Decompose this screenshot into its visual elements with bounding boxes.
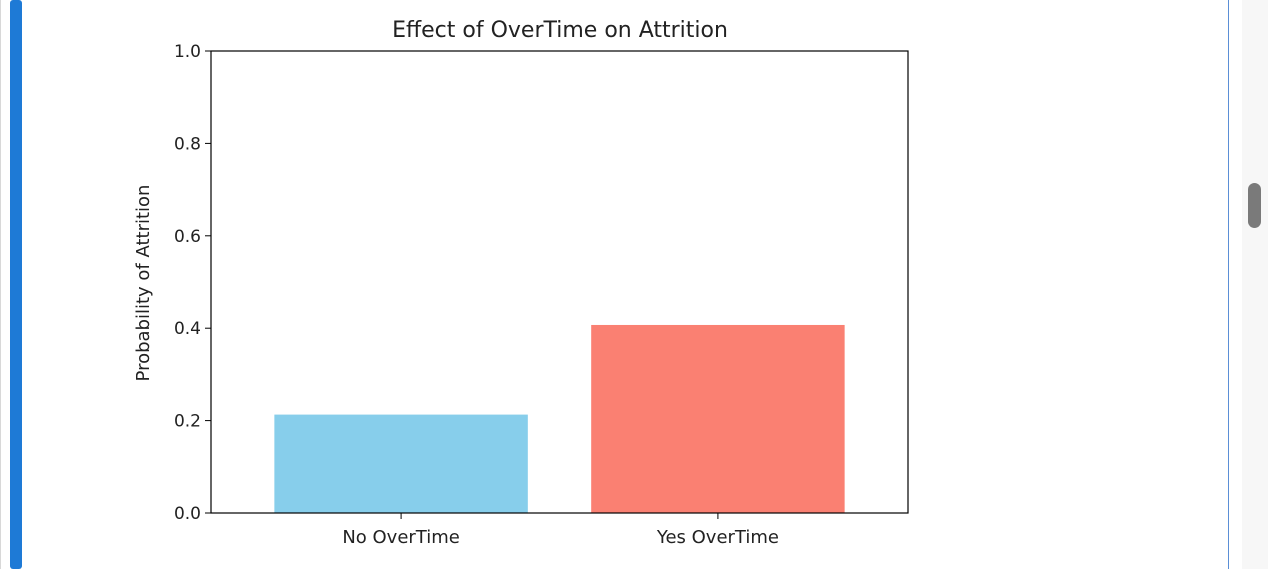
scrollbar-track[interactable] [1242, 0, 1268, 569]
y-tick-label: 1.0 [174, 42, 201, 62]
plot-area-frame [210, 50, 909, 514]
active-cell-indicator[interactable] [10, 0, 22, 569]
y-ticks-group: 0.0 0.2 0.4 0.6 0.8 1.0 [174, 42, 211, 524]
y-axis-label: Probability of Attrition [133, 185, 154, 382]
scrollbar-thumb[interactable] [1248, 183, 1261, 228]
bar-yes-overtime [591, 324, 845, 513]
y-tick-label: 0.8 [174, 134, 201, 154]
cell-left-border [0, 0, 1, 569]
y-tick-label: 0.0 [174, 504, 201, 524]
x-tick-label: No OverTime [342, 527, 460, 548]
y-tick-label: 0.6 [174, 227, 201, 247]
chart-title: Effect of OverTime on Attrition [392, 18, 728, 43]
y-tick-label: 0.2 [174, 412, 201, 432]
output-cell-frame [1228, 0, 1229, 569]
y-tick-label: 0.4 [174, 319, 201, 339]
x-tick-label: Yes OverTime [656, 527, 779, 548]
x-ticks-group: No OverTime Yes OverTime [342, 513, 779, 548]
bar-no-overtime [274, 414, 528, 513]
bars-group [274, 324, 845, 513]
